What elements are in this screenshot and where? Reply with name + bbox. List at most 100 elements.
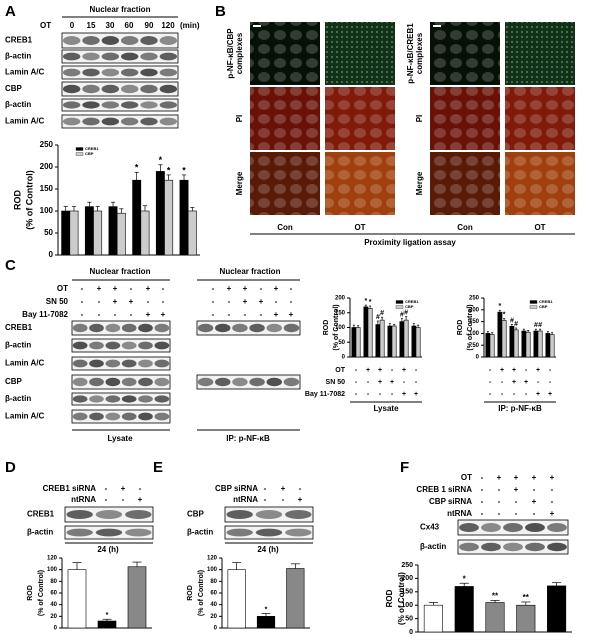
blot-band [120, 52, 139, 61]
bar [351, 327, 357, 358]
panel-letter: B [215, 3, 226, 20]
blot-band [121, 341, 137, 350]
blot-band [481, 542, 501, 552]
bar [521, 330, 527, 358]
significance-label: ** [523, 593, 530, 602]
condition-sign: + [550, 473, 555, 482]
y-tick-label: 100 [469, 331, 480, 337]
significance-label: # [400, 311, 404, 318]
condition-sign: - [367, 379, 370, 386]
micrograph-texture [430, 22, 500, 85]
condition-sign: + [550, 509, 555, 518]
significance-label: # [404, 309, 408, 316]
condition-label: Bay 11-7082 [305, 391, 345, 398]
blot-band [95, 528, 123, 537]
blot-band [62, 68, 81, 77]
condition-sign: + [500, 367, 504, 374]
blot-band [503, 542, 523, 552]
blot-band [101, 68, 120, 77]
bar [132, 179, 142, 256]
condition-sign: - [498, 509, 501, 518]
y-axis-label: ROD [457, 320, 464, 336]
row-label: β-actin [5, 394, 31, 403]
bar [93, 210, 103, 256]
blot-band [62, 117, 81, 126]
blot-band [72, 395, 88, 403]
bar [69, 210, 79, 256]
significance-label: # [514, 321, 518, 328]
blot-band [154, 359, 170, 368]
blot-band [105, 412, 121, 421]
column-label: OT [354, 223, 365, 232]
condition-sign: + [414, 391, 418, 398]
panel-letter: A [5, 3, 16, 20]
condition-sign: - [98, 297, 101, 306]
blot-band [72, 359, 88, 368]
legend-label: CREB1 [85, 146, 99, 151]
panel-letter: C [5, 257, 16, 274]
condition-sign: + [227, 284, 232, 293]
bar [127, 566, 147, 629]
y-axis-label: (% of Control) [467, 304, 474, 350]
condition-sign: - [415, 379, 418, 386]
y-tick-label: 80 [210, 579, 217, 585]
condition-sign: - [391, 391, 394, 398]
bar [187, 210, 197, 256]
condition-sign: - [513, 391, 516, 398]
condition-sign: - [105, 495, 108, 504]
row-label: CREB1 [5, 36, 33, 45]
blot-band [62, 84, 81, 94]
condition-sign: + [536, 367, 540, 374]
condition-sign: + [378, 379, 382, 386]
section-header: Nuclear fraction [90, 267, 151, 276]
condition-sign: + [378, 367, 382, 374]
condition-sign: + [512, 379, 516, 386]
y-tick-label: 150 [401, 589, 413, 596]
significance-label: * [463, 574, 467, 583]
row-label: Lamin A/C [5, 68, 44, 77]
panel-letter: E [153, 459, 163, 476]
x-axis-label: IP: p-NF-κB [498, 404, 542, 413]
row-label: β-actin [5, 341, 31, 350]
condition-sign: - [481, 497, 484, 506]
condition-sign: - [498, 497, 501, 506]
y-tick-label: 150 [40, 184, 54, 193]
y-tick-label: 100 [40, 206, 54, 215]
condition-sign: - [549, 367, 552, 374]
blot-band [105, 359, 121, 368]
significance-label: ** [492, 591, 499, 600]
row-label: Merge [415, 171, 424, 195]
y-tick-label: 0 [342, 355, 346, 361]
condition-sign: - [98, 310, 101, 319]
condition-sign: - [130, 310, 133, 319]
condition-sign: + [113, 284, 118, 293]
blot-band [120, 101, 139, 109]
blot-band [138, 377, 153, 387]
blot-band [154, 412, 170, 421]
row-label: p-NF-κB/CBP [226, 28, 235, 79]
y-axis-label: ROD [385, 589, 394, 607]
bar [179, 179, 189, 256]
blot-band [121, 359, 137, 368]
y-tick-label: 100 [207, 567, 218, 573]
blot-band [101, 52, 120, 61]
x-axis-label: Lysate [373, 404, 399, 413]
condition-sign: + [138, 495, 143, 504]
legend-swatch [75, 152, 84, 156]
condition-sign: - [537, 379, 540, 386]
blot-band [547, 542, 567, 552]
bar [403, 319, 409, 358]
condition-sign: + [532, 497, 537, 506]
blot-band [62, 36, 81, 45]
blot-band [138, 412, 153, 421]
condition-sign: + [146, 284, 151, 293]
blot-band [72, 377, 88, 387]
blot-band [138, 395, 153, 403]
blot-band [481, 523, 501, 532]
blot-band [140, 52, 158, 61]
blot-band [82, 52, 100, 61]
condition-sign: - [515, 497, 518, 506]
row-label: β-actin [420, 542, 446, 551]
blot-band [266, 323, 282, 333]
legend-swatch [529, 300, 538, 304]
